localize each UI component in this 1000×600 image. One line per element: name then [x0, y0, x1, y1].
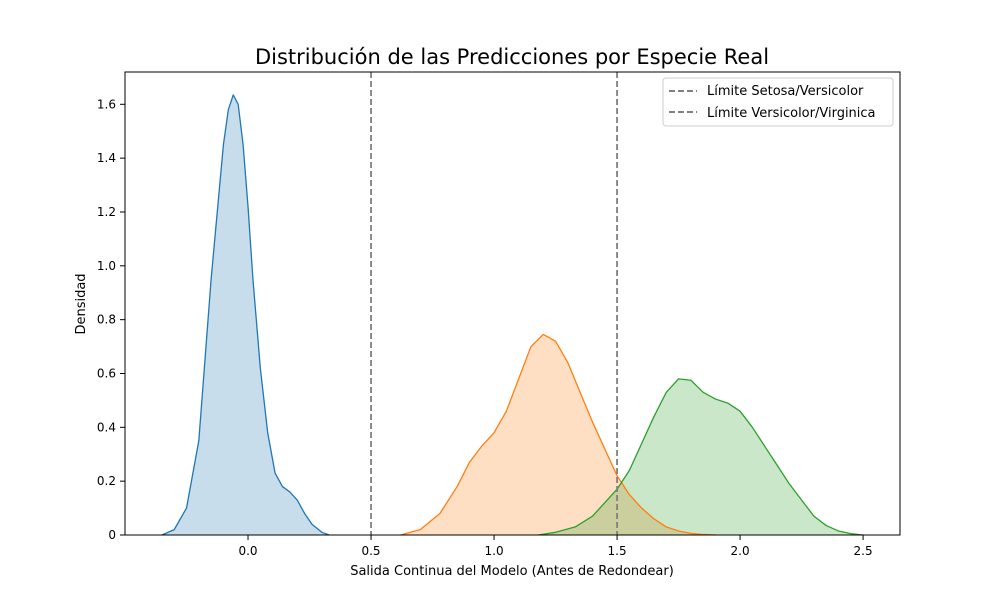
density-line-0 [161, 94, 330, 536]
y-tick-label: 0.2 [97, 474, 116, 488]
legend-label-versicolor-virginica: Límite Versicolor/Virginica [707, 106, 876, 121]
y-axis-label: Densidad [74, 273, 89, 334]
x-axis-label: Salida Continua del Modelo (Antes de Red… [350, 564, 674, 579]
y-axis: 0 0.2 0.4 0.6 0.8 1.0 1.2 1.4 1.6 [97, 97, 125, 542]
legend-label-setosa-versicolor: Límite Setosa/Versicolor [707, 84, 864, 99]
x-axis: 0.0 0.5 1.0 1.5 2.0 2.5 [238, 535, 873, 558]
y-tick-label: 1.0 [97, 259, 116, 273]
x-tick-label: 0.5 [361, 544, 380, 558]
y-tick-label: 0.4 [97, 420, 116, 434]
plot-area [161, 72, 864, 536]
y-tick-label: 0 [108, 528, 116, 542]
x-tick-label: 2.0 [731, 544, 750, 558]
x-tick-label: 0.0 [238, 544, 257, 558]
y-tick-label: 0.6 [97, 366, 116, 380]
x-tick-label: 1.5 [608, 544, 627, 558]
density-line-2 [538, 378, 864, 536]
x-tick-label: 2.5 [854, 544, 873, 558]
density-fill-0 [161, 94, 330, 536]
plot-frame [124, 71, 901, 536]
density-line-1 [400, 333, 716, 536]
y-tick-label: 1.6 [97, 97, 116, 111]
legend: Límite Setosa/Versicolor Límite Versicol… [662, 77, 894, 127]
legend-box [662, 77, 894, 127]
y-tick-label: 1.2 [97, 205, 116, 219]
x-tick-label: 1.0 [485, 544, 504, 558]
chart-title: Distribución de las Predicciones por Esp… [255, 45, 769, 69]
density-fill-2 [538, 378, 864, 535]
y-tick-label: 0.8 [97, 313, 116, 327]
density-fill-1 [400, 334, 716, 535]
y-tick-label: 1.4 [97, 151, 116, 165]
